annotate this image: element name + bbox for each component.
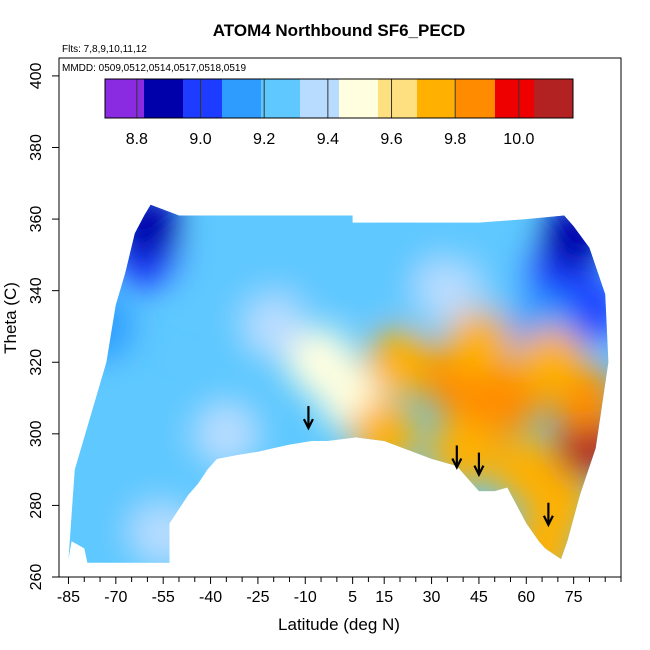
- field-sample-15: [350, 399, 419, 468]
- arrows: [302, 406, 554, 528]
- colorbar-tick-label-5: 9.8: [444, 131, 466, 148]
- x-tick-label-7: 15: [375, 589, 393, 606]
- field-sample-2: [68, 471, 134, 540]
- x-tick-label-2: -55: [152, 589, 175, 606]
- x-tick-label-0: -85: [57, 589, 80, 606]
- colorbar-swatch-5: [300, 79, 340, 118]
- colorbar-swatch-8: [417, 79, 457, 118]
- colorbar-tick-label-3: 9.4: [317, 131, 339, 148]
- field-sample-9: [239, 292, 308, 361]
- field-sample-31: [517, 328, 586, 397]
- colorbar-swatch-11: [534, 79, 574, 118]
- field-sample-6: [192, 399, 261, 468]
- y-tick-label-2: 300: [28, 420, 45, 447]
- field-sample-0: [68, 292, 134, 361]
- colorbar-swatch-9: [456, 79, 496, 118]
- arrow-3: [542, 502, 554, 528]
- x-tick-label-10: 60: [517, 589, 535, 606]
- colorbar-swatch-6: [339, 79, 379, 118]
- y-tick-label-3: 320: [28, 349, 45, 376]
- y-tick-label-0: 260: [28, 564, 45, 591]
- colorbar-swatch-3: [222, 79, 262, 118]
- x-axis-label: Latitude (deg N): [278, 615, 400, 634]
- arrow-1: [451, 445, 463, 470]
- x-axis: -85 -70 -55 -40 -25 -10 5 15 30 45 60 75: [57, 577, 622, 606]
- plot-area: [68, 204, 609, 563]
- colorbar-swatch-7: [378, 79, 418, 118]
- field-sample-14: [366, 328, 434, 397]
- x-tick-label-4: -25: [246, 589, 269, 606]
- field-sample-26: [476, 238, 545, 307]
- y-axis-label: Theta (C): [1, 282, 20, 354]
- y-tick-label-1: 280: [28, 492, 45, 519]
- colorbar: 8.8 9.0 9.2 9.4 9.6 9.8 10.0: [104, 78, 574, 148]
- colorbar-swatch-10: [495, 79, 535, 118]
- colorbar-tick-label-2: 9.2: [253, 131, 275, 148]
- colorbar-tick-label-0: 8.8: [126, 131, 148, 148]
- field-sample-20: [429, 417, 498, 486]
- y-tick-label-4: 340: [28, 277, 45, 304]
- heatmap-field: [68, 204, 609, 563]
- field-sample-5: [176, 238, 245, 307]
- y-tick-label-5: 360: [28, 206, 45, 233]
- x-tick-label-11: 75: [565, 589, 583, 606]
- flights-note: Flts: 7,8,9,10,11,12: [62, 44, 147, 55]
- colorbar-tick-label-6: 10.0: [503, 131, 534, 148]
- colorbar-swatch-1: [144, 79, 184, 118]
- field-sample-28: [539, 204, 608, 271]
- colorbar-swatch-0: [105, 79, 145, 118]
- arrow-2: [473, 452, 485, 478]
- colorbar-tick-label-1: 9.0: [189, 131, 211, 148]
- field-sample-13: [366, 220, 434, 289]
- field-sample-32: [508, 517, 577, 563]
- field-sample-1: [97, 399, 166, 468]
- y-axis: 260 280 300 320 340 360 380 400: [28, 62, 59, 590]
- x-tick-label-6: 5: [348, 589, 357, 606]
- field-sample-7: [129, 500, 198, 563]
- plot-frame: [58, 57, 622, 578]
- x-tick-label-3: -40: [199, 589, 222, 606]
- x-tick-label-9: 45: [470, 589, 488, 606]
- x-tick-label-1: -70: [104, 589, 127, 606]
- x-tick-label-5: -10: [294, 589, 317, 606]
- colorbar-swatch-4: [261, 79, 301, 118]
- chart-title: ATOM4 Northbound SF6_PECD: [213, 21, 466, 40]
- field-sample-16: [413, 256, 482, 325]
- y-tick-label-6: 380: [28, 134, 45, 161]
- field-sample-19: [444, 310, 513, 379]
- colorbar-swatch-2: [183, 79, 223, 118]
- x-tick-label-8: 30: [423, 589, 441, 606]
- dates-note: MMDD: 0509,0512,0514,0517,0518,0519: [62, 63, 246, 74]
- field-sample-4: [113, 204, 182, 261]
- field-sample-8: [255, 220, 324, 289]
- colorbar-tick-label-4: 9.6: [380, 131, 402, 148]
- y-tick-label-7: 400: [28, 62, 45, 89]
- arrow-0: [302, 406, 314, 431]
